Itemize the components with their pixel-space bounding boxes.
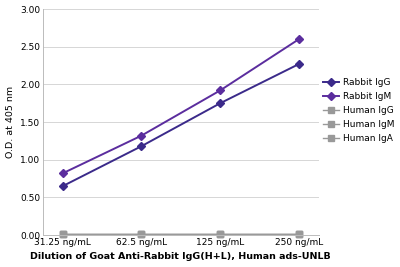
Y-axis label: O.D. at 405 nm: O.D. at 405 nm	[6, 86, 14, 158]
Human IgA	[296, 232, 301, 235]
Human IgM	[218, 232, 222, 235]
Rabbit IgM	[218, 89, 222, 92]
Rabbit IgG	[60, 184, 65, 188]
Rabbit IgG	[139, 145, 144, 148]
Line: Human IgM: Human IgM	[60, 231, 302, 236]
Rabbit IgM	[139, 134, 144, 137]
Human IgA	[60, 232, 65, 235]
Human IgG	[139, 232, 144, 235]
Human IgG	[218, 232, 222, 235]
Line: Human IgG: Human IgG	[60, 231, 302, 236]
Rabbit IgM	[296, 38, 301, 41]
Legend: Rabbit IgG, Rabbit IgM, Human IgG, Human IgM, Human IgA: Rabbit IgG, Rabbit IgM, Human IgG, Human…	[323, 78, 394, 143]
Line: Human IgA: Human IgA	[60, 231, 302, 236]
Line: Rabbit IgG: Rabbit IgG	[60, 61, 302, 189]
Rabbit IgM	[60, 172, 65, 175]
Human IgM	[139, 232, 144, 235]
Human IgG	[296, 232, 301, 235]
Human IgM	[296, 232, 301, 235]
Human IgA	[139, 232, 144, 235]
Human IgM	[60, 232, 65, 235]
Line: Rabbit IgM: Rabbit IgM	[60, 36, 302, 176]
Human IgG	[60, 232, 65, 235]
Rabbit IgG	[218, 102, 222, 105]
Rabbit IgG	[296, 62, 301, 66]
X-axis label: Dilution of Goat Anti-Rabbit IgG(H+L), Human ads-UNLB: Dilution of Goat Anti-Rabbit IgG(H+L), H…	[30, 252, 331, 261]
Human IgA	[218, 232, 222, 235]
